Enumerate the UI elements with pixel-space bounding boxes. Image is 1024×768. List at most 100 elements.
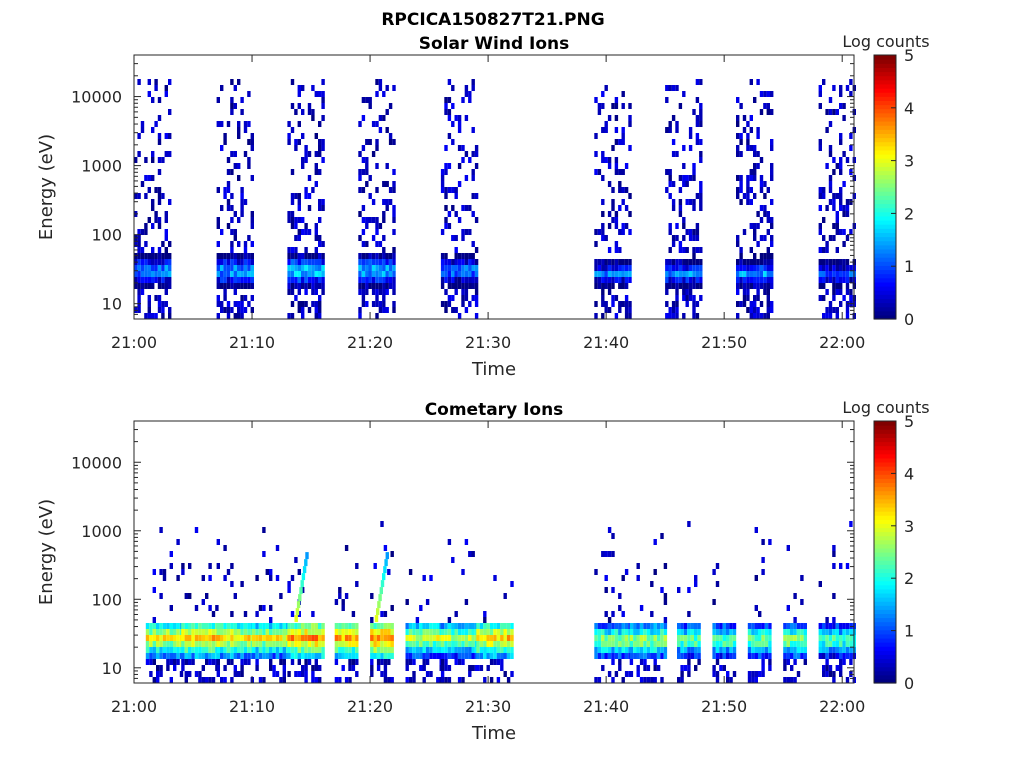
spectrogram-cell: [770, 301, 774, 307]
spectrogram-cell: [294, 247, 298, 253]
burst-6: [334, 545, 359, 683]
spectrogram-cell: [832, 205, 836, 211]
colorbar-swatch: [874, 166, 896, 172]
spectrogram-cell: [216, 187, 220, 193]
spectrogram-cell: [818, 653, 822, 659]
spectrogram-cell: [766, 247, 770, 253]
spectrogram-cell: [715, 671, 720, 677]
spectrogram-cell: [671, 139, 676, 145]
spectrogram-cell: [444, 259, 448, 265]
spectrogram-cell: [382, 253, 386, 259]
spectrogram-cell: [643, 665, 647, 671]
spectrogram-cell: [695, 283, 700, 289]
spectrogram-cell: [715, 653, 720, 659]
spectrogram-cell: [500, 665, 504, 671]
spectrogram-cell: [307, 307, 312, 313]
spectrogram-cell: [614, 671, 619, 677]
spectrogram-cell: [294, 653, 298, 659]
spectrogram-cell: [392, 307, 396, 313]
colorbar-swatch: [874, 511, 896, 516]
spectrogram-cell: [220, 277, 224, 283]
spectrogram-cell: [311, 623, 315, 629]
colorbar-swatch: [874, 621, 896, 627]
spectrogram-cell: [392, 247, 396, 253]
spectrogram-cell: [454, 635, 458, 641]
spectrogram-cell: [611, 103, 615, 109]
spectrogram-cell: [237, 313, 241, 319]
colorbar-swatch: [874, 519, 896, 524]
spectrogram-cell: [237, 635, 241, 641]
spectrogram-cell: [832, 169, 836, 175]
spectrogram-cell: [382, 181, 386, 187]
spectrogram-cell: [621, 133, 625, 139]
spectrogram-cell: [685, 283, 689, 289]
spectrogram-cell: [732, 671, 737, 677]
spectrogram-cell: [365, 139, 369, 145]
spectrogram-cell: [358, 271, 362, 277]
spectrogram-cell: [432, 647, 437, 653]
spectrogram-cell: [230, 109, 234, 115]
spectrogram-cell: [468, 91, 472, 97]
spectrogram-cell: [611, 647, 615, 653]
spectrogram-cell: [828, 181, 833, 187]
spectrogram-cell: [152, 569, 156, 575]
spectrogram-cell: [307, 109, 312, 115]
spectrogram-cell: [425, 653, 430, 659]
spectrogram-cell: [624, 163, 629, 169]
spectrogram-cell: [671, 307, 676, 313]
spectrogram-cell: [240, 665, 244, 671]
spectrogram-cell: [461, 235, 465, 241]
spectrogram-cell: [164, 277, 168, 283]
spectrogram-cell: [184, 641, 188, 647]
spectrogram-cell: [311, 647, 315, 653]
spectrogram-cell: [849, 277, 853, 283]
spectrogram-cell: [454, 193, 458, 199]
spectrogram-cell: [392, 181, 396, 187]
spectrogram-cell: [825, 163, 829, 169]
spectrogram-cell: [476, 653, 480, 659]
spectrogram-cell: [454, 283, 458, 289]
spectrogram-cell: [839, 301, 843, 307]
spectrogram-cell: [211, 629, 216, 635]
spectrogram-cell: [358, 169, 362, 175]
spectrogram-cell: [159, 593, 163, 599]
spectrogram-cell: [832, 235, 836, 241]
spectrogram-cell: [240, 259, 244, 265]
colorbar-swatch: [874, 170, 896, 176]
spectrogram-cell: [311, 271, 315, 277]
spectrogram-cell: [243, 623, 248, 629]
spectrogram-cell: [361, 205, 366, 211]
spectrogram-cell: [665, 187, 669, 193]
spectrogram-cell: [842, 211, 846, 217]
spectrogram-cell: [653, 647, 657, 653]
spectrogram-cell: [759, 259, 764, 265]
spectrogram-cell: [722, 641, 726, 647]
spectrogram-cell: [611, 283, 615, 289]
spectrogram-cell: [633, 635, 637, 641]
spectrogram-cell: [297, 289, 301, 295]
spectrogram-cell: [611, 259, 615, 265]
spectrogram-cell: [653, 677, 657, 683]
spectrogram-cell: [314, 133, 318, 139]
spectrogram-cell: [294, 623, 298, 629]
spectrogram-cell: [736, 121, 740, 127]
spectrogram-cell: [796, 647, 801, 653]
spectrogram-cell: [149, 647, 153, 653]
spectrogram-cell: [746, 307, 750, 313]
spectrogram-cell: [371, 259, 376, 265]
spectrogram-cell: [742, 229, 747, 235]
spectrogram-cell: [151, 253, 155, 259]
spectrogram-cell: [173, 659, 177, 665]
spectrogram-cell: [157, 277, 162, 283]
spectrogram-cell: [742, 283, 747, 289]
spectrogram-cell: [503, 623, 507, 629]
spectrogram-cell: [220, 259, 224, 265]
spectrogram-cell: [457, 259, 462, 265]
spectrogram-cell: [344, 545, 349, 551]
spectrogram-cell: [770, 139, 774, 145]
spectrogram-cell: [621, 629, 625, 635]
spectrogram-cell: [474, 283, 479, 289]
spectrogram-cell: [243, 199, 248, 205]
spectrogram-cell: [269, 605, 273, 611]
spectrogram-cell: [237, 163, 241, 169]
